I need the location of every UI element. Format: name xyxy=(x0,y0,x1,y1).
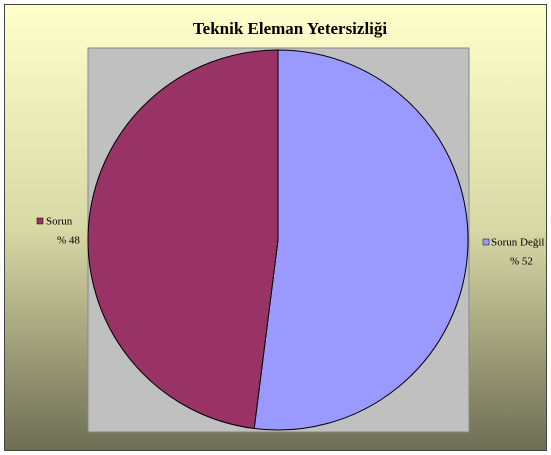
slice-value-label: % 48 xyxy=(57,235,80,247)
pie-slice xyxy=(87,49,279,430)
slice-value-label: % 52 xyxy=(510,256,533,268)
slice-label: Sorun Değil xyxy=(491,237,544,249)
legend-key xyxy=(482,238,490,246)
pie-slice xyxy=(253,49,469,431)
chart-title: Teknik Eleman Yetersizliği xyxy=(193,19,388,38)
slice-label: Sorun xyxy=(46,216,73,228)
legend-key xyxy=(36,217,44,225)
